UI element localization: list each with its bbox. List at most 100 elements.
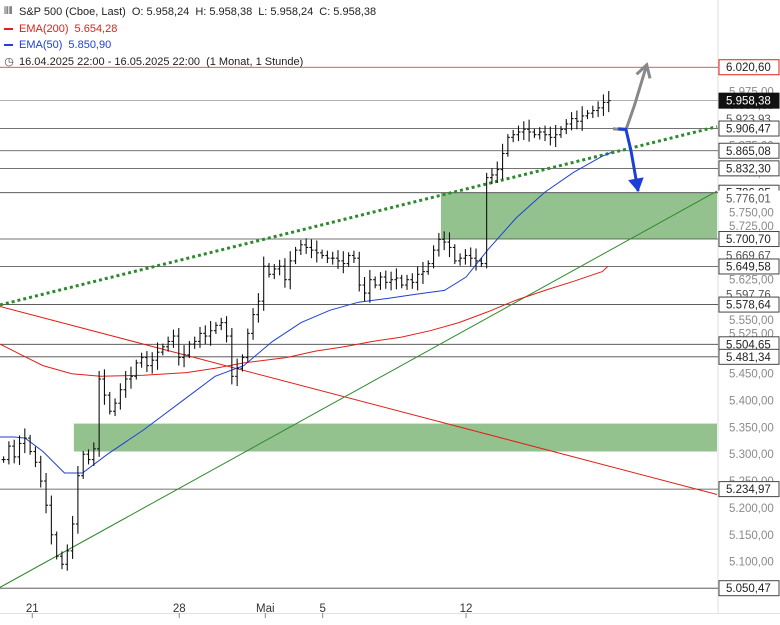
price-level-box <box>718 481 780 498</box>
ohlc-bar <box>134 359 139 380</box>
ohlc-bar <box>346 252 351 267</box>
x-tick-label: 21 <box>26 603 39 615</box>
price-level-label: 5.832,30 <box>726 163 771 175</box>
ohlc-bar <box>245 328 250 363</box>
ohlc-bar <box>81 450 86 479</box>
ohlc-bar <box>288 251 293 290</box>
ohlc-bar <box>197 326 202 348</box>
ohlc-bar <box>22 428 27 454</box>
grey-up-arrow-head <box>635 62 652 79</box>
ohlc-bar <box>590 105 595 119</box>
ohlc-bar <box>330 251 335 265</box>
ohlc-bar <box>38 455 43 488</box>
ohlc-bar <box>208 321 213 346</box>
ohlc-bar <box>452 244 457 265</box>
ema50-label: EMA(50) <box>19 39 63 51</box>
ohlc-close: C: 5.958,38 <box>319 6 377 18</box>
ohlc-bar <box>304 238 309 254</box>
legend-symbol-row: ⫴⫴ S&P 500 (Cboe, Last) O: 5.958,24 H: 5… <box>4 4 376 21</box>
price-level-label: 5.906,47 <box>726 124 771 136</box>
ohlc-bar <box>458 253 463 266</box>
ohlc-bar <box>431 245 436 269</box>
ohlc-bar <box>474 248 479 271</box>
ohlc-bar <box>420 261 425 284</box>
ohlc-bar <box>320 249 325 259</box>
support-zone <box>73 423 717 452</box>
ohlc-bar <box>176 328 181 366</box>
ohlc-bar <box>240 354 245 372</box>
ohlc-low: L: 5.958,24 <box>258 6 314 18</box>
support-zone <box>440 192 717 240</box>
ohlc-bar <box>251 308 256 340</box>
price-level-box <box>718 92 780 109</box>
y-tick-label: 5.550,00 <box>729 315 774 327</box>
ohlc-bar <box>548 126 553 146</box>
price-level-box <box>718 160 780 177</box>
ohlc-bar <box>113 398 118 417</box>
ohlc-bar <box>569 112 574 131</box>
ohlc-bar <box>564 119 569 135</box>
ema50-value: 5.850,90 <box>68 39 112 51</box>
ohlc-bar <box>558 126 563 138</box>
ohlc-bar <box>357 251 362 292</box>
price-level-label: 5.481,34 <box>726 352 771 364</box>
ohlc-bar <box>86 449 91 465</box>
ohlc-bar <box>166 336 171 352</box>
ohlc-bar <box>298 239 303 255</box>
ohlc-bar <box>6 441 11 465</box>
ohlc-bar <box>229 328 234 385</box>
y-tick-label: 5.400,00 <box>729 396 774 408</box>
ohlc-bar <box>1 456 6 463</box>
ohlc-bar <box>606 90 611 113</box>
ohlc-bar <box>128 366 133 389</box>
ohlc-bar <box>505 134 510 157</box>
ohlc-bar <box>182 345 187 368</box>
price-level-box <box>718 142 780 159</box>
ohlc-bar <box>107 391 112 415</box>
ohlc-bar <box>256 293 261 323</box>
ohlc-bar <box>596 101 601 117</box>
green-uptrend-line <box>0 190 718 588</box>
ohlc-bar <box>235 358 240 387</box>
y-tick-label: 5.150,00 <box>729 530 774 542</box>
clock-icon: ◷ <box>4 55 14 68</box>
ohlc-bar <box>479 257 484 267</box>
price-level-label: 6.020,60 <box>726 62 771 74</box>
price-level-box <box>718 258 780 275</box>
ohlc-bar <box>394 268 399 290</box>
price-level-box <box>718 348 780 365</box>
chart-legend: ⫴⫴ S&P 500 (Cboe, Last) O: 5.958,24 H: 5… <box>4 4 376 70</box>
ohlc-bar <box>171 329 176 348</box>
ohlc-bar <box>574 110 579 130</box>
ohlc-bar <box>341 251 346 274</box>
ohlc-bar <box>362 276 367 302</box>
ohlc-bar <box>219 317 224 331</box>
x-tick-label: 5 <box>319 603 325 615</box>
price-level-label: 5.958,38 <box>726 96 771 108</box>
ema50-line <box>0 151 612 474</box>
ohlc-bar <box>511 129 516 143</box>
ema200-line <box>0 265 609 377</box>
ohlc-bar <box>102 369 107 405</box>
price-level-label: 5.649,58 <box>726 261 771 273</box>
ohlc-bar <box>282 258 287 288</box>
ohlc-bar <box>585 109 590 120</box>
price-level-box <box>718 231 780 248</box>
ohlc-bar <box>580 106 585 131</box>
ohlc-bar <box>139 352 144 368</box>
ohlc-bar <box>187 340 192 359</box>
price-level-label: 5.865,08 <box>726 146 771 158</box>
price-level-box <box>718 190 780 207</box>
price-level-label: 5.050,47 <box>726 583 771 595</box>
ohlc-bar <box>325 250 330 264</box>
ema200-label: EMA(200) <box>19 22 69 35</box>
grey-up-arrow-path <box>612 64 649 132</box>
ohlc-bar <box>314 240 319 263</box>
interval-label: (1 Monat, 1 Stunde) <box>206 55 304 68</box>
ohlc-bar <box>309 239 314 259</box>
ohlc-bar <box>367 270 372 303</box>
ohlc-bar <box>144 351 149 373</box>
ohlc-bar <box>389 271 394 291</box>
ohlc-bar <box>447 232 452 258</box>
